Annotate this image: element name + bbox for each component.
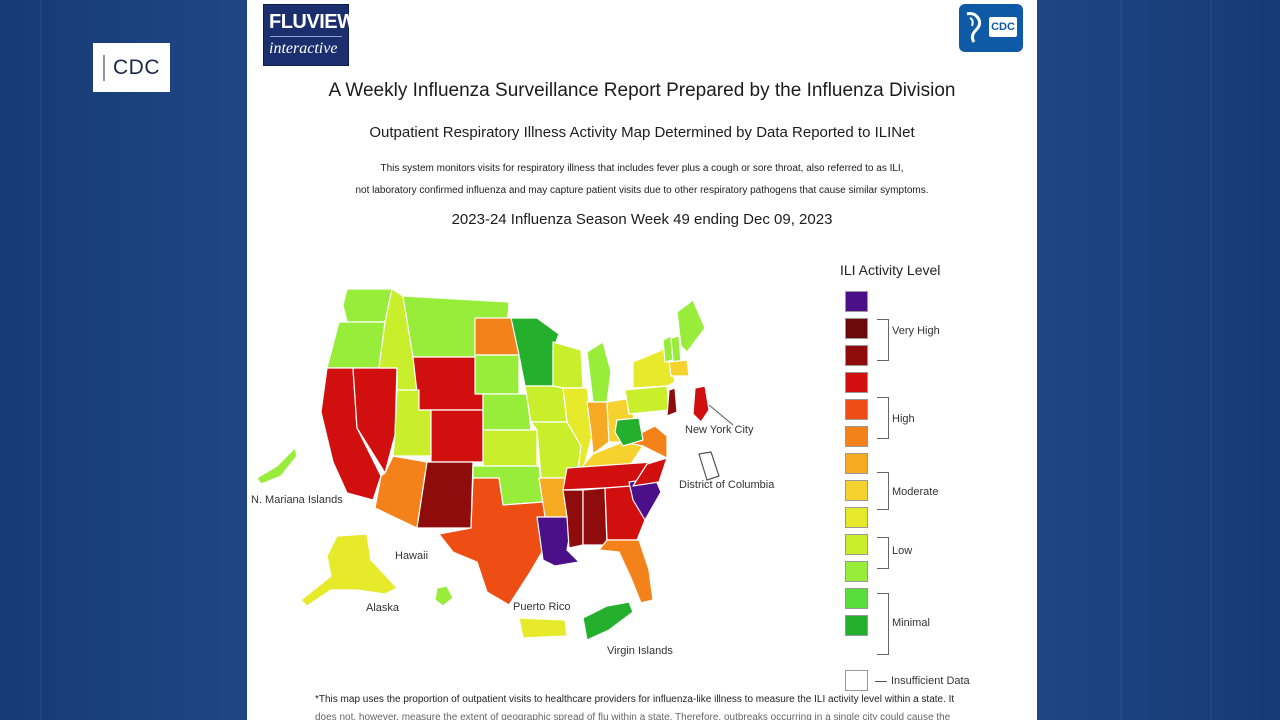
label-district-of-columbia: District of Columbia bbox=[679, 479, 775, 491]
state-colorado bbox=[430, 409, 484, 463]
state-texas bbox=[438, 477, 550, 606]
state-district-of-columbia bbox=[698, 451, 720, 481]
label-n-mariana-islands: N. Mariana Islands bbox=[251, 494, 343, 506]
state-wisconsin bbox=[552, 341, 584, 389]
state-michigan bbox=[586, 341, 612, 403]
label-virgin-islands: Virgin Islands bbox=[607, 645, 673, 657]
report-title: A Weekly Influenza Surveillance Report P… bbox=[328, 80, 956, 101]
legend-bracket-high bbox=[877, 397, 889, 439]
state-massachusetts bbox=[668, 359, 690, 377]
state-kentucky bbox=[580, 441, 644, 469]
legend-bracket-low bbox=[877, 537, 889, 569]
fluview-logo-subtitle: interactive bbox=[269, 40, 338, 57]
fluview-logo-title: FLUVIEW bbox=[269, 11, 356, 33]
state-nebraska bbox=[482, 393, 532, 431]
legend-bracket-moderate bbox=[877, 472, 889, 510]
state-puerto-rico bbox=[518, 617, 568, 639]
legend-bracket-very-high bbox=[877, 319, 889, 361]
label-puerto-rico: Puerto Rico bbox=[513, 601, 571, 613]
state-north-carolina bbox=[632, 457, 668, 487]
legend-label-low: Low bbox=[892, 545, 913, 557]
legend-label-minimal: Minimal bbox=[892, 617, 930, 629]
state-iowa bbox=[524, 385, 568, 423]
legend-swatch-1 bbox=[845, 291, 868, 312]
legend-title: ILI Activity Level bbox=[840, 262, 941, 278]
legend-label-moderate: Moderate bbox=[892, 486, 939, 498]
state-washington bbox=[342, 288, 393, 323]
legend-label-insufficient: Insufficient Data bbox=[891, 675, 970, 687]
legend-swatch-2 bbox=[845, 318, 868, 339]
report-description-line1: This system monitors visits for respirat… bbox=[380, 163, 904, 174]
legend-swatch-9 bbox=[845, 507, 868, 528]
hhs-eagle-icon bbox=[966, 12, 982, 43]
state-alabama bbox=[582, 487, 608, 546]
state-oregon bbox=[326, 321, 386, 369]
legend-bracket-minimal bbox=[877, 593, 889, 655]
report-slide: FLUVIEW interactive CDC A Weekly Influen… bbox=[247, 0, 1037, 720]
legend-label-very-high: Very High bbox=[892, 325, 940, 337]
legend-swatch-12 bbox=[845, 588, 868, 609]
legend-swatch-7 bbox=[845, 453, 868, 474]
state-new-jersey bbox=[666, 387, 678, 417]
nyc-leader-line bbox=[708, 404, 734, 426]
legend-swatch-3 bbox=[845, 345, 868, 366]
state-mississippi bbox=[562, 489, 584, 549]
legend-swatch-10 bbox=[845, 534, 868, 555]
state-indiana bbox=[586, 401, 610, 455]
season-week: 2023-24 Influenza Season Week 49 ending … bbox=[451, 211, 833, 228]
footer-note-line1: *This map uses the proportion of outpati… bbox=[315, 694, 955, 705]
state-kansas bbox=[482, 429, 538, 467]
report-subtitle: Outpatient Respiratory Illness Activity … bbox=[369, 124, 915, 141]
label-alaska: Alaska bbox=[366, 602, 400, 614]
state-wyoming bbox=[412, 356, 484, 411]
label-hawaii: Hawaii bbox=[395, 550, 429, 562]
state-new-mexico bbox=[416, 461, 474, 529]
state-virgin-islands bbox=[582, 601, 634, 641]
legend-swatch-11 bbox=[845, 561, 868, 582]
fluview-logo: FLUVIEW interactive bbox=[263, 4, 356, 66]
footer-note-line2: does not, however, measure the extent of… bbox=[315, 712, 951, 720]
state-florida bbox=[598, 539, 654, 604]
state-maine bbox=[676, 299, 706, 353]
state-hawaii bbox=[434, 585, 454, 607]
legend-swatch-8 bbox=[845, 480, 868, 501]
fluview-logo-rule bbox=[270, 36, 342, 37]
legend-swatch-13 bbox=[845, 615, 868, 636]
cdc-side-tag-label: CDC bbox=[113, 55, 160, 79]
state-n-mariana-islands bbox=[256, 447, 298, 485]
state-new-hampshire bbox=[670, 335, 682, 363]
us-ili-map bbox=[256, 288, 734, 641]
legend-swatch-6 bbox=[845, 426, 868, 447]
state-pennsylvania bbox=[624, 385, 670, 415]
state-new-york-city bbox=[692, 385, 710, 423]
legend-swatch-insufficient bbox=[845, 670, 868, 691]
cdc-logo: CDC bbox=[959, 4, 1023, 52]
legend-swatch-4 bbox=[845, 372, 868, 393]
state-west-virginia bbox=[614, 417, 644, 447]
state-south-dakota bbox=[474, 354, 520, 395]
cdc-side-tag: CDC bbox=[93, 43, 170, 92]
tag-divider bbox=[103, 54, 105, 81]
legend-label-high: High bbox=[892, 413, 915, 425]
report-description-line2: not laboratory confirmed influenza and m… bbox=[355, 185, 929, 196]
legend-swatch-5 bbox=[845, 399, 868, 420]
state-virginia bbox=[622, 425, 668, 459]
cdc-logo-text: CDC bbox=[989, 17, 1017, 37]
label-new-york-city: New York City bbox=[685, 424, 754, 436]
state-alaska bbox=[300, 533, 398, 607]
legend-insufficient-dash bbox=[875, 681, 887, 682]
